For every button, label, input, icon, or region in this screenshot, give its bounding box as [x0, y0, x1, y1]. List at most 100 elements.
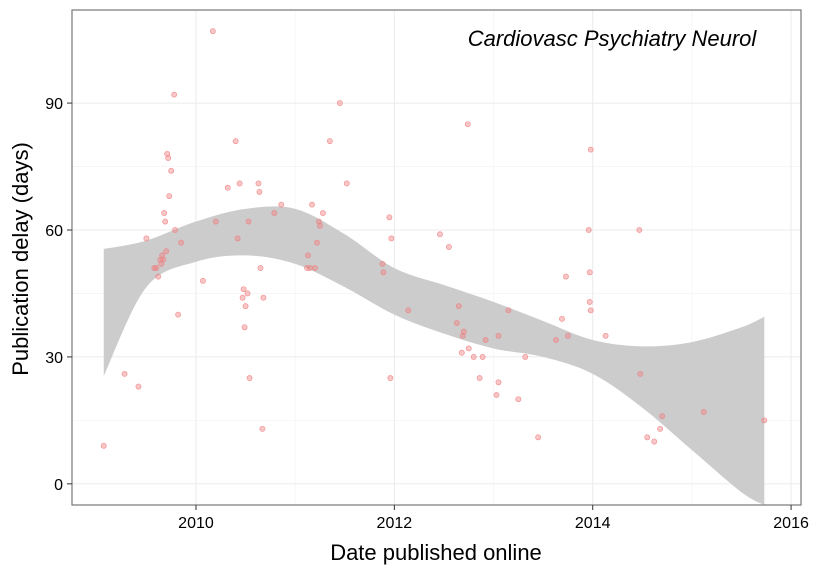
- y-tick-label: 0: [54, 477, 63, 494]
- data-point: [224, 184, 231, 191]
- data-point: [135, 383, 142, 390]
- scatter-points: [100, 28, 768, 449]
- data-point: [464, 121, 471, 128]
- data-point: [255, 180, 262, 187]
- data-point: [260, 294, 267, 301]
- data-point: [257, 265, 264, 271]
- x-tick-label: 2014: [575, 515, 611, 532]
- data-point: [100, 442, 107, 449]
- data-point: [159, 252, 166, 259]
- data-point: [172, 227, 179, 233]
- data-point: [465, 345, 472, 352]
- data-point: [161, 210, 168, 216]
- axes: 2010 2012 2014 2016 0 30 60 90: [45, 96, 809, 532]
- data-point: [164, 150, 171, 157]
- y-tick-label: 60: [45, 223, 63, 240]
- data-point: [565, 332, 571, 339]
- data-point: [495, 379, 502, 386]
- data-point: [175, 311, 182, 318]
- data-point: [700, 409, 707, 415]
- data-point: [241, 324, 248, 331]
- x-tick-label: 2010: [178, 515, 214, 532]
- data-point: [386, 214, 393, 221]
- data-point: [304, 265, 310, 271]
- data-point: [316, 218, 322, 225]
- data-point: [586, 299, 593, 305]
- data-point: [522, 354, 529, 360]
- data-point: [445, 244, 452, 250]
- data-point: [459, 332, 466, 339]
- data-point: [312, 265, 318, 271]
- data-point: [761, 417, 768, 424]
- data-point: [166, 193, 173, 200]
- smooth-confidence-band: [103, 206, 765, 506]
- data-point: [153, 265, 160, 271]
- data-point: [476, 375, 483, 381]
- panel-border: [71, 9, 802, 506]
- data-point: [505, 307, 512, 314]
- data-point: [559, 315, 565, 322]
- data-point: [493, 392, 500, 398]
- data-point: [278, 201, 285, 208]
- confidence-band: [103, 206, 765, 506]
- data-point: [651, 438, 658, 445]
- data-point: [644, 434, 651, 441]
- data-point: [453, 320, 460, 326]
- data-point: [320, 210, 326, 216]
- data-point: [495, 332, 502, 339]
- data-point: [659, 413, 666, 420]
- data-point: [482, 337, 489, 343]
- x-axis-title: Date published online: [330, 540, 542, 565]
- data-point: [168, 167, 175, 174]
- data-point: [314, 239, 320, 246]
- data-point: [256, 189, 263, 195]
- data-point: [165, 155, 172, 161]
- data-point: [307, 265, 313, 271]
- data-point: [479, 354, 486, 360]
- data-point: [246, 375, 253, 381]
- data-point: [388, 235, 395, 242]
- y-tick-label: 90: [45, 96, 63, 113]
- data-point: [162, 218, 169, 225]
- data-point: [587, 146, 594, 153]
- data-point: [587, 307, 594, 314]
- data-point: [585, 227, 592, 233]
- data-point: [657, 425, 664, 432]
- data-point: [317, 222, 323, 229]
- data-point: [535, 434, 542, 441]
- data-point: [636, 227, 643, 233]
- data-point: [637, 370, 644, 377]
- data-point: [209, 28, 216, 35]
- data-point: [460, 328, 467, 335]
- data-point: [515, 396, 522, 403]
- data-point: [236, 180, 243, 187]
- data-point: [259, 425, 266, 432]
- data-point: [586, 269, 593, 276]
- data-point: [245, 218, 252, 225]
- data-point: [242, 303, 249, 310]
- plot-frame: [71, 9, 802, 506]
- data-point: [232, 138, 239, 145]
- data-point: [155, 273, 162, 280]
- y-tick-label: 30: [45, 350, 63, 367]
- data-point: [234, 235, 241, 242]
- data-point: [163, 248, 170, 255]
- data-point: [379, 260, 386, 267]
- data-point: [387, 375, 394, 381]
- data-point: [171, 91, 178, 98]
- data-point: [151, 265, 158, 271]
- data-point: [212, 218, 219, 225]
- data-point: [121, 370, 128, 377]
- data-point: [271, 210, 278, 216]
- data-point: [160, 256, 167, 263]
- data-point: [458, 349, 465, 356]
- data-point: [178, 239, 185, 246]
- data-point: [200, 277, 206, 284]
- data-point: [437, 231, 443, 238]
- data-point: [239, 294, 246, 301]
- data-point: [240, 286, 247, 293]
- data-point: [563, 273, 569, 280]
- y-axis-title: Publication delay (days): [8, 142, 33, 376]
- data-point: [553, 337, 559, 343]
